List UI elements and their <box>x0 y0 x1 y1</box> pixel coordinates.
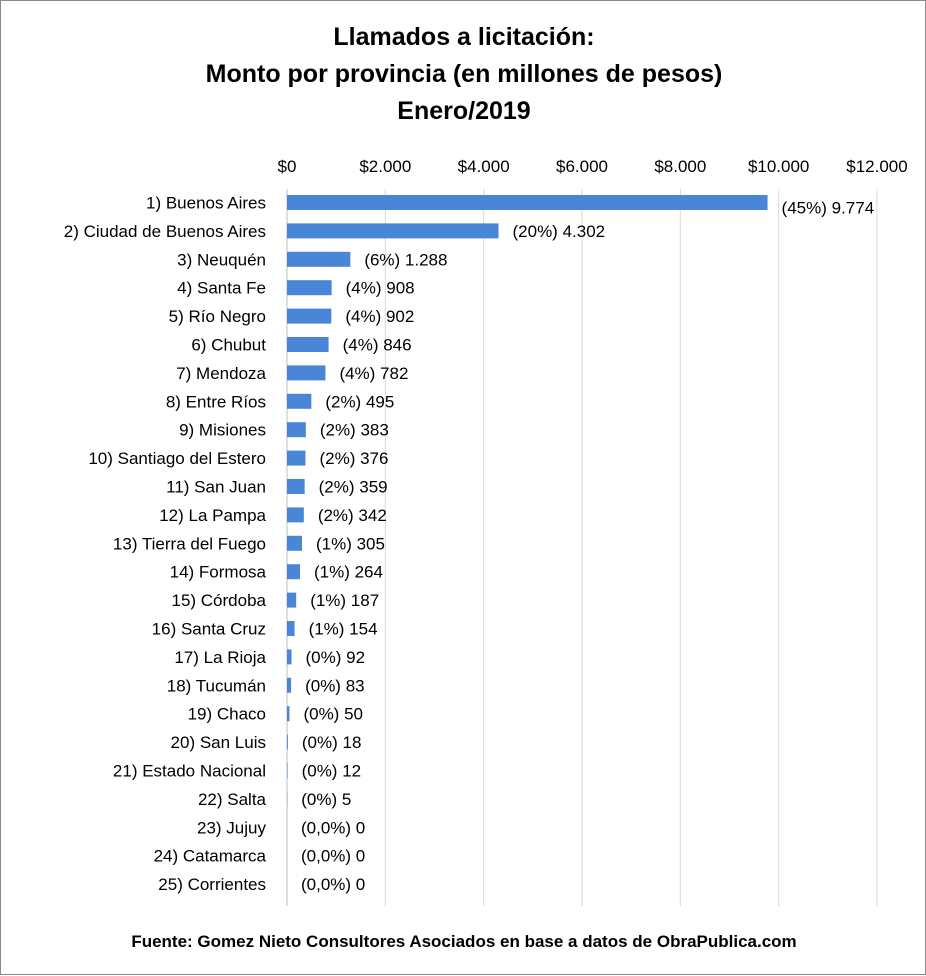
category-label-20: 20) San Luis <box>171 733 266 752</box>
data-label-20: (0%) 18 <box>302 733 362 752</box>
x-tick-label-4: $8.000 <box>654 157 706 176</box>
data-label-24: (0,0%) 0 <box>301 847 365 866</box>
bar-3 <box>287 252 350 267</box>
category-label-10: 10) Santiago del Estero <box>88 449 266 468</box>
data-label-12: (2%) 342 <box>318 506 387 525</box>
bar-11 <box>287 479 305 494</box>
bar-16 <box>287 621 295 636</box>
category-label-22: 22) Salta <box>198 790 267 809</box>
data-label-18: (0%) 83 <box>305 676 365 695</box>
category-label-25: 25) Corrientes <box>158 875 266 894</box>
category-label-14: 14) Formosa <box>170 563 267 582</box>
category-label-11: 11) San Juan <box>166 478 266 497</box>
data-label-5: (4%) 902 <box>345 307 414 326</box>
data-label-2: (20%) 4.302 <box>513 222 606 241</box>
category-labels: 1) Buenos Aires 2) Ciudad de Buenos Aires… <box>64 194 267 895</box>
x-tick-label-3: $6.000 <box>556 157 608 176</box>
category-label-9: 9) Misiones <box>179 421 266 440</box>
bar-20 <box>287 735 288 750</box>
bar-19 <box>287 706 289 721</box>
data-label-3: (6%) 1.288 <box>364 250 447 269</box>
category-label-3: 3) Neuquén <box>177 250 266 269</box>
category-label-2: 2) Ciudad de Buenos Aires <box>64 222 266 241</box>
data-label-17: (0%) 92 <box>306 648 366 667</box>
category-label-21: 21) Estado Nacional <box>113 762 266 781</box>
bar-13 <box>287 536 302 551</box>
data-label-19: (0%) 50 <box>303 705 363 724</box>
bar-10 <box>287 451 305 466</box>
category-label-1: 1) Buenos Aires <box>146 194 266 213</box>
data-label-21: (0%) 12 <box>302 762 362 781</box>
x-tick-label-6: $12.000 <box>846 157 907 176</box>
bar-14 <box>287 564 300 579</box>
category-label-7: 7) Mendoza <box>176 364 266 383</box>
bar-12 <box>287 507 304 522</box>
data-label-11: (2%) 359 <box>319 478 388 497</box>
data-label-10: (2%) 376 <box>319 449 388 468</box>
bar-4 <box>287 280 332 295</box>
source-note: Fuente: Gomez Nieto Consultores Asociado… <box>1 932 926 952</box>
category-label-18: 18) Tucumán <box>167 676 266 695</box>
data-labels: (45%) 9.774 (20%) 4.302 (6%) 1.288 (4%) 908… <box>301 199 874 895</box>
x-tick-label-2: $4.000 <box>458 157 510 176</box>
category-label-5: 5) Río Negro <box>169 307 266 326</box>
data-label-6: (4%) 846 <box>343 336 412 355</box>
x-axis-ticks: $0 $2.000 $4.000 $6.000 $8.000 $10.000 $12.000 <box>278 157 908 176</box>
category-label-4: 4) Santa Fe <box>177 279 266 298</box>
data-label-16: (1%) 154 <box>309 620 378 639</box>
bar-8 <box>287 394 311 409</box>
data-label-4: (4%) 908 <box>346 279 415 298</box>
category-label-12: 12) La Pampa <box>159 506 266 525</box>
x-tick-label-1: $2.000 <box>359 157 411 176</box>
category-label-24: 24) Catamarca <box>154 847 267 866</box>
category-label-6: 6) Chubut <box>191 336 266 355</box>
data-label-1: (45%) 9.774 <box>782 199 875 218</box>
data-label-13: (1%) 305 <box>316 534 385 553</box>
category-label-17: 17) La Rioja <box>174 648 266 667</box>
bar-1 <box>287 195 768 210</box>
data-label-15: (1%) 187 <box>310 591 379 610</box>
bar-9 <box>287 422 306 437</box>
bar-5 <box>287 309 331 324</box>
bar-18 <box>287 678 291 693</box>
bar-6 <box>287 337 329 352</box>
x-tick-label-0: $0 <box>278 157 297 176</box>
data-label-22: (0%) 5 <box>301 790 351 809</box>
bar-7 <box>287 365 325 380</box>
data-label-9: (2%) 383 <box>320 421 389 440</box>
bar-17 <box>287 649 292 664</box>
data-label-14: (1%) 264 <box>314 563 383 582</box>
bar-21 <box>287 763 288 778</box>
bar-15 <box>287 593 296 608</box>
category-label-16: 16) Santa Cruz <box>152 620 266 639</box>
category-label-23: 23) Jujuy <box>197 818 266 837</box>
category-label-19: 19) Chaco <box>188 705 266 724</box>
category-label-13: 13) Tierra del Fuego <box>113 534 266 553</box>
bar-2 <box>287 223 499 238</box>
data-label-8: (2%) 495 <box>325 392 394 411</box>
data-label-25: (0,0%) 0 <box>301 875 365 894</box>
data-label-23: (0,0%) 0 <box>301 818 365 837</box>
category-label-15: 15) Córdoba <box>171 591 266 610</box>
category-label-8: 8) Entre Ríos <box>166 392 266 411</box>
x-tick-label-5: $10.000 <box>748 157 809 176</box>
data-label-7: (4%) 782 <box>339 364 408 383</box>
